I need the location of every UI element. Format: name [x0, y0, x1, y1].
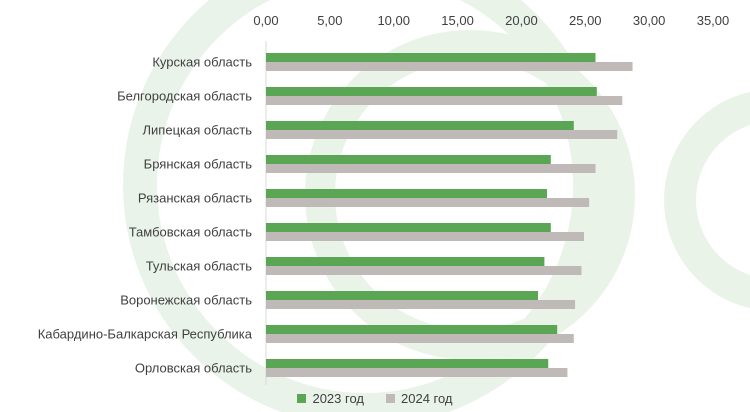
category-label: Рязанская область — [138, 191, 252, 206]
bar-2023 — [266, 359, 549, 368]
bar-2024 — [266, 368, 568, 377]
legend-swatch-2024 — [386, 393, 395, 403]
x-tick-label: 5,00 — [317, 13, 342, 28]
legend-label-2023: 2023 год — [312, 390, 364, 406]
x-tick-label: 20,00 — [505, 13, 538, 28]
legend: 2023 год 2024 год — [0, 388, 750, 408]
bar-2024 — [266, 300, 576, 309]
x-axis: 0,00 5,00 10,00 15,00 20,00 25,00 30,00 35,00 — [253, 13, 729, 385]
bar-2024 — [266, 198, 590, 207]
bar-2023 — [266, 325, 558, 334]
bar-2023 — [266, 53, 596, 62]
bar-2023 — [266, 189, 547, 198]
bar-2023 — [266, 257, 545, 266]
category-label: Брянская область — [144, 157, 253, 172]
category-label: Орловская область — [135, 361, 252, 376]
x-tick-label: 35,00 — [697, 13, 730, 28]
bar-2024 — [266, 62, 633, 71]
bar-2023 — [266, 291, 539, 300]
bar-2024 — [266, 130, 618, 139]
x-tick-label: 0,00 — [253, 13, 278, 28]
bars — [266, 53, 633, 377]
bar-2024 — [266, 334, 574, 343]
category-label: Тамбовская область — [129, 225, 253, 240]
bar-2023 — [266, 223, 551, 232]
x-tick-label: 15,00 — [441, 13, 474, 28]
legend-item-2023: 2023 год — [297, 391, 364, 406]
category-label: Воронежская область — [120, 293, 252, 308]
category-label: Белгородская область — [117, 89, 252, 104]
x-tick-label: 25,00 — [569, 13, 602, 28]
bar-2023 — [266, 121, 574, 130]
bar-2023 — [266, 87, 597, 96]
bar-2023 — [266, 155, 551, 164]
legend-item-2024: 2024 год — [386, 391, 453, 406]
bar-2024 — [266, 96, 623, 105]
bar-2024 — [266, 232, 585, 241]
x-tick-label: 10,00 — [377, 13, 410, 28]
bar-2024 — [266, 164, 596, 173]
category-label: Липецкая область — [143, 123, 253, 138]
category-label: Тульская область — [146, 259, 252, 274]
category-label: Кабардино-Балкарская Республика — [38, 327, 253, 342]
legend-swatch-2023 — [297, 393, 307, 403]
legend-label-2024: 2024 год — [401, 390, 453, 406]
bar-2024 — [266, 266, 582, 275]
category-label: Курская область — [152, 55, 252, 70]
x-tick-label: 30,00 — [633, 13, 666, 28]
category-labels: Курская область Белгородская область Липец… — [38, 55, 253, 376]
